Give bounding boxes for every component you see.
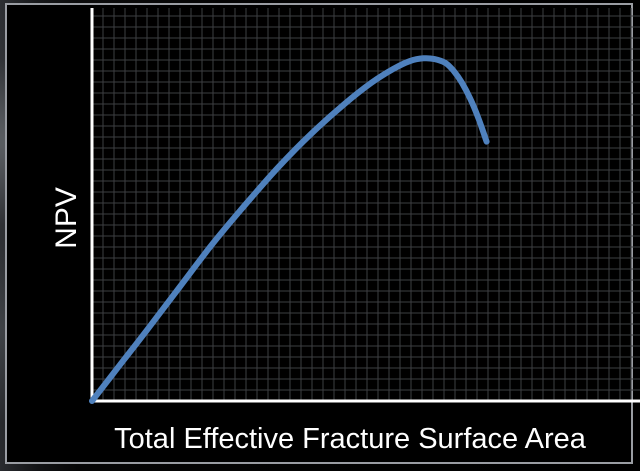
chart-grid	[92, 8, 640, 401]
x-axis-label: Total Effective Fracture Surface Area	[114, 423, 587, 455]
y-axis-label: NPV	[50, 187, 83, 249]
npv-curve	[92, 58, 487, 401]
